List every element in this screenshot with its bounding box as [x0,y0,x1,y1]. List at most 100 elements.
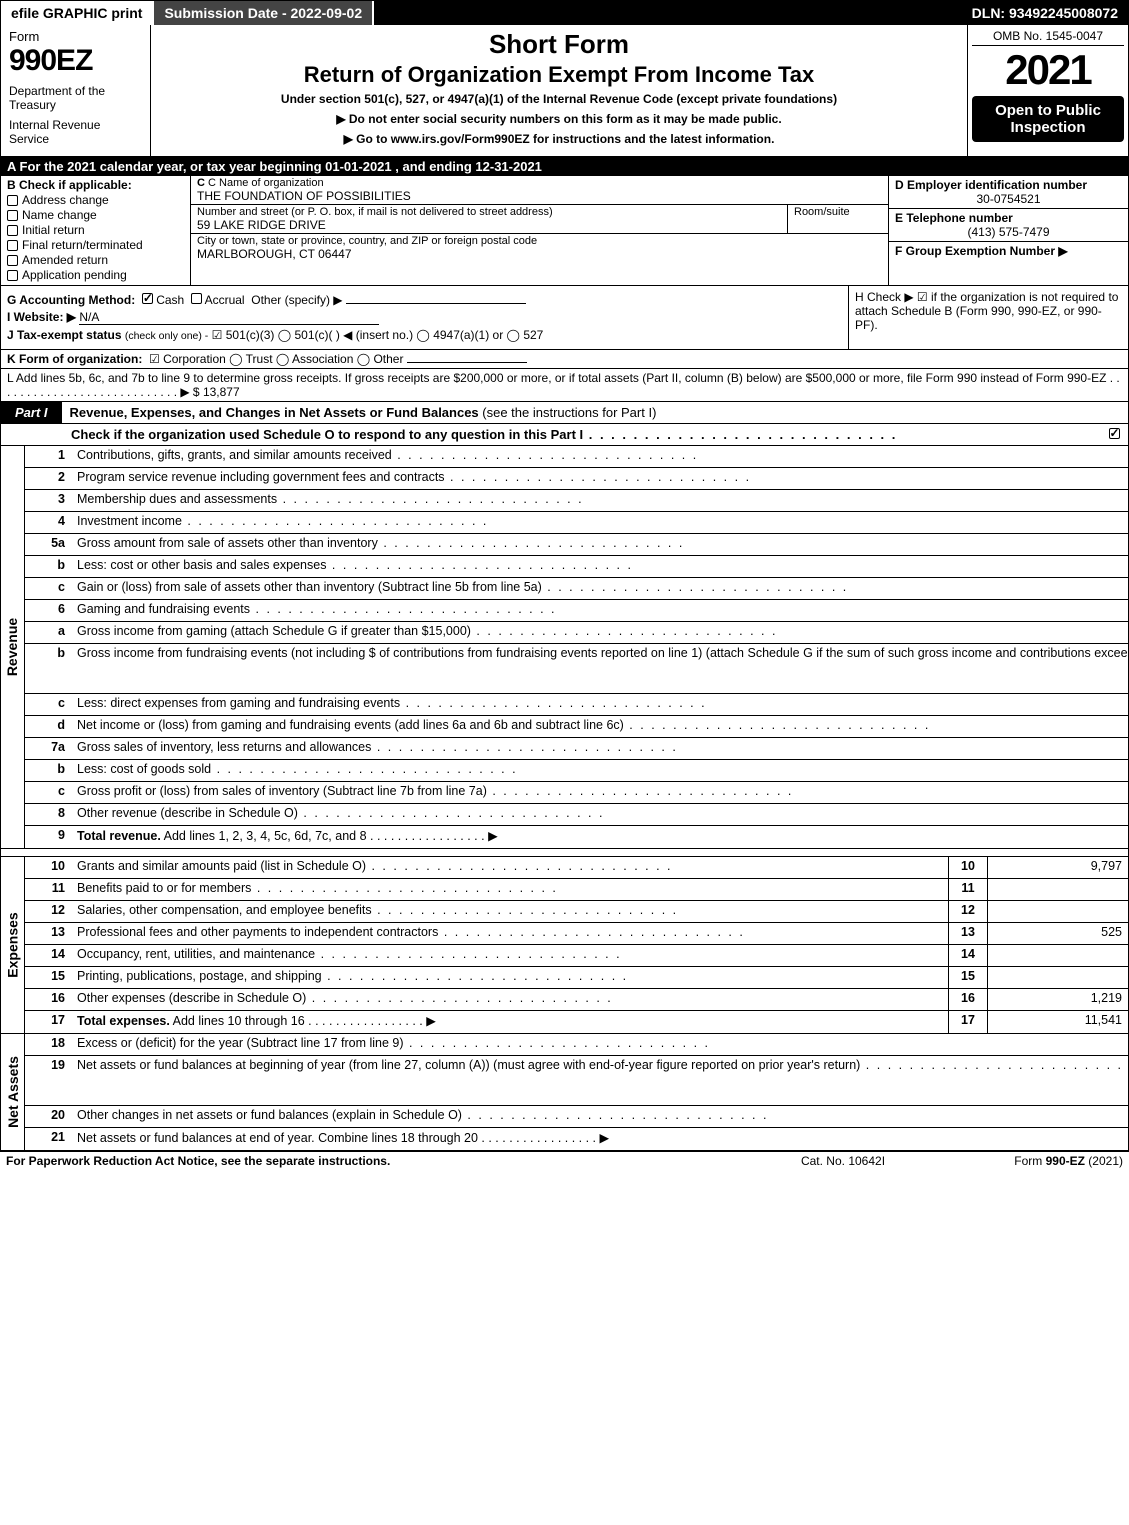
line-number: 18 [25,1034,73,1055]
line-number: 20 [25,1106,73,1127]
line-2: 2Program service revenue including gover… [25,468,1129,490]
header-mid: Short Form Return of Organization Exempt… [151,25,968,156]
netassets-side-label: Net Assets [1,1034,25,1150]
line-desc: Membership dues and assessments [73,490,1129,511]
line-b: bGross income from fundraising events (n… [25,644,1129,694]
line-number: c [25,782,73,803]
check-text: Check if the organization used Schedule … [71,427,1092,442]
submission-date: Submission Date - 2022-09-02 [154,1,374,25]
line-desc: Printing, publications, postage, and shi… [73,967,948,988]
line-desc: Gain or (loss) from sale of assets other… [73,578,1129,599]
j-label: J Tax-exempt status [7,328,122,342]
line-4: 4Investment income4483 [25,512,1129,534]
line-desc: Professional fees and other payments to … [73,923,948,944]
k-options[interactable]: ☑ Corporation ◯ Trust ◯ Association ◯ Ot… [149,352,403,366]
line-desc: Net assets or fund balances at beginning… [73,1056,1129,1105]
chk-application-pending[interactable]: Application pending [7,268,184,282]
g-label: G Accounting Method: [7,293,135,307]
part1-title-txt: Revenue, Expenses, and Changes in Net As… [70,405,483,420]
city-cell: City or town, state or province, country… [191,234,888,262]
line-number: 1 [25,446,73,467]
paperwork-notice: For Paperwork Reduction Act Notice, see … [6,1154,743,1168]
line-number: b [25,760,73,781]
row-a-tax-year: A For the 2021 calendar year, or tax yea… [1,157,1128,176]
row-j: J Tax-exempt status (check only one) - ☑… [7,328,842,342]
chk-name-change[interactable]: Name change [7,208,184,222]
street-cell: Number and street (or P. O. box, if mail… [191,205,788,233]
chk-amended-return[interactable]: Amended return [7,253,184,267]
line-number: 13 [25,923,73,944]
row-h: H Check ▶ ☑ if the organization is not r… [848,286,1128,349]
city-val: MARLBOROUGH, CT 06447 [197,247,882,261]
form-header: Form 990EZ Department of the Treasury In… [1,25,1128,157]
checkbox-icon [7,225,18,236]
right-line-value: 1,219 [988,989,1128,1010]
goto-note: ▶ Go to www.irs.gov/Form990EZ for instru… [161,132,957,146]
part1-header: Part I Revenue, Expenses, and Changes in… [1,402,1128,424]
line-7a: 7aGross sales of inventory, less returns… [25,738,1129,760]
side-label-text: Net Assets [5,1056,21,1128]
checkbox-icon[interactable] [191,293,202,304]
line-desc: Gross income from gaming (attach Schedul… [73,622,1129,643]
under-section: Under section 501(c), 527, or 4947(a)(1)… [161,92,957,106]
line-desc: Total expenses. Add lines 10 through 16 … [73,1011,948,1033]
right-line-number: 16 [948,989,988,1010]
line-desc: Benefits paid to or for members [73,879,948,900]
line-20: 20Other changes in net assets or fund ba… [25,1106,1129,1128]
right-line-value [988,901,1128,922]
line-number: 14 [25,945,73,966]
checkbox-icon [7,210,18,221]
expenses-section: Expenses 10Grants and similar amounts pa… [1,857,1128,1034]
chk-initial-return[interactable]: Initial return [7,223,184,237]
revenue-section: Revenue 1Contributions, gifts, grants, a… [1,446,1128,849]
short-form-title: Short Form [161,29,957,60]
omb-number: OMB No. 1545-0047 [972,29,1124,46]
line-c: cLess: direct expenses from gaming and f… [25,694,1129,716]
line-19: 19Net assets or fund balances at beginni… [25,1056,1129,1106]
side-label-text: Revenue [5,618,21,676]
line-14: 14Occupancy, rent, utilities, and mainte… [25,945,1128,967]
chk-label: Initial return [22,223,85,237]
line-number: 3 [25,490,73,511]
org-name: THE FOUNDATION OF POSSIBILITIES [197,189,882,203]
line-number: 12 [25,901,73,922]
checkbox-icon[interactable] [142,293,153,304]
footer: For Paperwork Reduction Act Notice, see … [0,1152,1129,1170]
k-other-line[interactable] [407,362,527,363]
name-lbl: C C Name of organization [197,177,882,189]
j-options[interactable]: ☑ 501(c)(3) ◯ 501(c)( ) ◀ (insert no.) ◯… [212,328,544,342]
line-desc: Contributions, gifts, grants, and simila… [73,446,1129,467]
line-10: 10Grants and similar amounts paid (list … [25,857,1128,879]
section-c: C C Name of organization THE FOUNDATION … [191,176,888,285]
j-sub: (check only one) - [125,330,208,342]
group-lbl: F Group Exemption Number ▶ [895,244,1068,258]
side-label-text: Expenses [5,912,21,977]
ein-lbl: D Employer identification number [895,178,1122,192]
part1-checkline: Check if the organization used Schedule … [1,424,1128,446]
schedule-o-checkbox[interactable] [1100,424,1128,445]
h-text: H Check ▶ ☑ if the organization is not r… [855,290,1118,332]
chk-address-change[interactable]: Address change [7,193,184,207]
line-11: 11Benefits paid to or for members11 [25,879,1128,901]
revenue-side-label: Revenue [1,446,25,848]
chk-label: Amended return [22,253,108,267]
efile-print[interactable]: efile GRAPHIC print [1,1,154,25]
line-number: 6 [25,600,73,621]
line-desc: Net assets or fund balances at end of ye… [73,1128,1129,1150]
part1-tab: Part I [1,402,62,423]
goto-link[interactable]: ▶ Go to www.irs.gov/Form990EZ for instru… [344,132,775,146]
line-desc: Other changes in net assets or fund bala… [73,1106,1129,1127]
line-number: 19 [25,1056,73,1105]
line-desc: Net income or (loss) from gaming and fun… [73,716,1129,737]
chk-final-return[interactable]: Final return/terminated [7,238,184,252]
checkbox-icon [7,240,18,251]
line-number: 16 [25,989,73,1010]
other-input-line[interactable] [346,303,526,304]
ssn-note: ▶ Do not enter social security numbers o… [161,112,957,126]
line-9: 9Total revenue. Add lines 1, 2, 3, 4, 5c… [25,826,1129,848]
line-18: 18Excess or (deficit) for the year (Subt… [25,1034,1129,1056]
line-desc: Gross profit or (loss) from sales of inv… [73,782,1129,803]
header-right: OMB No. 1545-0047 2021 Open to Public In… [968,25,1128,156]
section-b: B Check if applicable: Address change Na… [1,176,191,285]
line-a: aGross income from gaming (attach Schedu… [25,622,1129,644]
